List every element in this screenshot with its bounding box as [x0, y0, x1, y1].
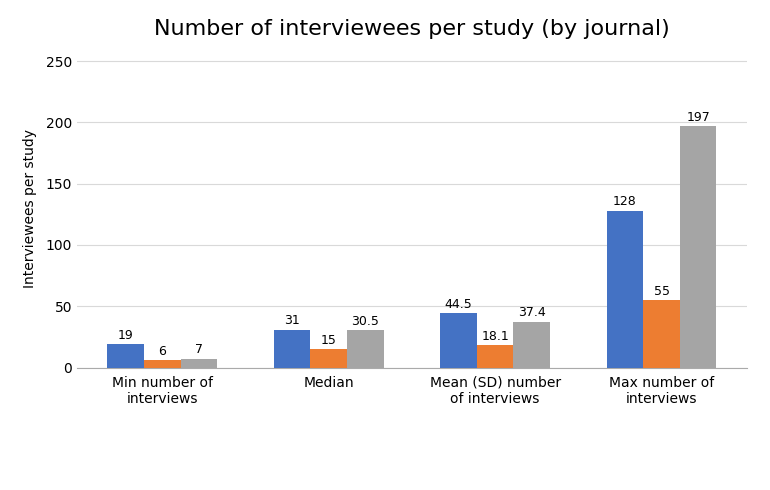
Text: 37.4: 37.4 [518, 306, 546, 319]
Bar [643, 300, 680, 368]
Bar [477, 345, 514, 368]
Bar [274, 329, 310, 368]
Text: 7: 7 [195, 343, 203, 357]
Bar [347, 330, 383, 368]
Bar [108, 344, 144, 368]
Text: 197: 197 [686, 111, 710, 123]
Bar [607, 211, 643, 368]
Bar [310, 349, 347, 368]
Text: 6: 6 [159, 344, 166, 358]
Bar [181, 359, 217, 368]
Bar [440, 313, 477, 368]
Bar [680, 126, 716, 368]
Bar [514, 321, 550, 368]
Text: 128: 128 [613, 195, 637, 208]
Text: 55: 55 [654, 285, 670, 297]
Bar [144, 360, 181, 368]
Text: 18.1: 18.1 [481, 330, 509, 343]
Text: 15: 15 [321, 334, 336, 347]
Y-axis label: Interviewees per study: Interviewees per study [23, 129, 38, 288]
Text: 19: 19 [118, 329, 134, 342]
Text: 30.5: 30.5 [351, 315, 380, 328]
Text: 44.5: 44.5 [444, 297, 473, 311]
Text: 31: 31 [284, 314, 300, 327]
Title: Number of interviewees per study (by journal): Number of interviewees per study (by jou… [154, 19, 670, 39]
